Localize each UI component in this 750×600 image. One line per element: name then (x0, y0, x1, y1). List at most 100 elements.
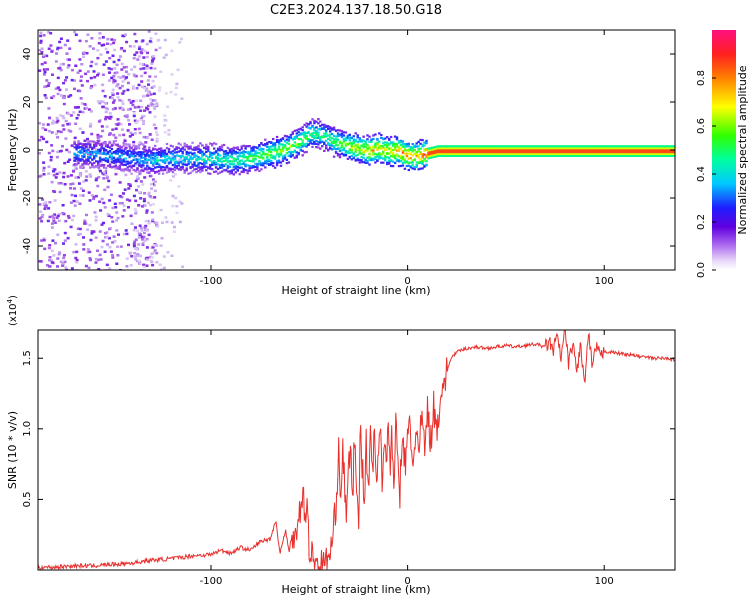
heatmap-cell (218, 164, 222, 167)
heatmap-cell (167, 133, 171, 136)
heatmap-cell (596, 151, 599, 154)
heatmap-cell (327, 125, 330, 128)
heatmap-cell (598, 152, 601, 156)
heatmap-cell (197, 169, 200, 172)
heatmap-cell (659, 151, 662, 154)
heatmap-cell (176, 68, 180, 72)
heatmap-cell (90, 60, 94, 64)
heatmap-cell (118, 55, 122, 58)
heatmap-cell (124, 70, 128, 73)
heatmap-cell (121, 75, 125, 78)
heatmap-cell (250, 165, 253, 168)
heatmap-cell (299, 143, 302, 146)
heatmap-cell (507, 152, 511, 156)
heatmap-cell (116, 167, 119, 170)
heatmap-cell (118, 181, 122, 184)
heatmap-cell (43, 207, 47, 210)
heatmap-cell (545, 151, 548, 154)
heatmap-cell (197, 158, 200, 161)
heatmap-cell (376, 147, 379, 150)
heatmap-cell (476, 145, 479, 148)
heatmap-cell (332, 140, 336, 143)
heatmap-cell (641, 152, 644, 156)
heatmap-cell (59, 68, 63, 72)
heatmap-cell (545, 154, 548, 157)
heatmap-cell (146, 104, 150, 108)
heatmap-cell (171, 145, 175, 148)
heatmap-cell (584, 151, 587, 154)
heatmap-cell (47, 165, 51, 168)
heatmap-cell (138, 158, 141, 161)
heatmap-cell (201, 162, 204, 165)
heatmap-cell (539, 145, 542, 148)
heatmap-cell (140, 142, 143, 145)
heatmap-cell (126, 108, 130, 111)
heatmap-cell (79, 150, 82, 154)
heatmap-cell (187, 158, 190, 161)
heatmap-cell (629, 149, 633, 152)
heatmap-cell (89, 258, 92, 262)
heatmap-cell (234, 159, 237, 162)
heatmap-cell (130, 150, 133, 153)
heatmap-cell (140, 229, 144, 232)
heatmap-cell (466, 154, 469, 157)
heatmap-cell (115, 63, 119, 67)
heatmap-cell (236, 163, 239, 166)
heatmap-cell (419, 151, 422, 154)
heatmap-cell (366, 138, 369, 141)
heatmap-cell (635, 147, 639, 150)
heatmap-cell (201, 144, 204, 147)
heatmap-cell (42, 68, 46, 71)
heatmap-cell (42, 161, 46, 164)
heatmap-cell (122, 133, 126, 137)
heatmap-cell (500, 147, 503, 150)
heatmap-cell (173, 225, 176, 229)
heatmap-cell (214, 157, 218, 160)
heatmap-cell (543, 149, 546, 152)
heatmap-cell (148, 158, 151, 161)
heatmap-cell (358, 140, 361, 143)
heatmap-cell (268, 141, 271, 144)
heatmap-cell (258, 161, 261, 164)
heatmap-cell (89, 64, 93, 68)
heatmap-cell (582, 145, 585, 148)
heatmap-cell (248, 152, 251, 155)
heatmap-cell (325, 125, 328, 128)
heatmap-cell (133, 164, 137, 168)
heatmap-cell (370, 146, 373, 149)
heatmap-cell (125, 198, 129, 201)
heatmap-cell (610, 154, 613, 157)
heatmap-cell (99, 135, 103, 138)
heatmap-cell (348, 133, 351, 136)
heatmap-cell (366, 149, 369, 152)
heatmap-cell (156, 225, 160, 228)
heatmap-cell (260, 164, 263, 167)
heatmap-cell (287, 154, 291, 157)
heatmap-cell (81, 131, 85, 134)
heatmap-cell (319, 139, 322, 142)
heatmap-cell (171, 168, 175, 171)
heatmap-cell (146, 92, 150, 95)
heatmap-cell (139, 62, 143, 66)
heatmap-cell (474, 147, 477, 150)
heatmap-cell (78, 58, 82, 61)
heatmap-cell (148, 104, 152, 107)
heatmap-cell (423, 141, 426, 144)
heatmap-cell (445, 147, 448, 150)
heatmap-cell (287, 151, 291, 154)
heatmap-cell (490, 145, 493, 148)
heatmap-cell (582, 152, 585, 156)
heatmap-cell (54, 87, 58, 90)
heatmap-cell (39, 34, 43, 38)
heatmap-cell (97, 150, 100, 153)
heatmap-cell (596, 152, 599, 156)
heatmap-cell (169, 159, 173, 162)
heatmap-cell (356, 147, 359, 150)
heatmap-cell (272, 145, 275, 148)
heatmap-cell (116, 144, 119, 147)
heatmap-cell (70, 144, 74, 147)
heatmap-cell (264, 144, 267, 147)
heatmap-cell (454, 145, 458, 148)
heatmap-cell (63, 183, 67, 186)
heatmap-cell (657, 145, 660, 148)
